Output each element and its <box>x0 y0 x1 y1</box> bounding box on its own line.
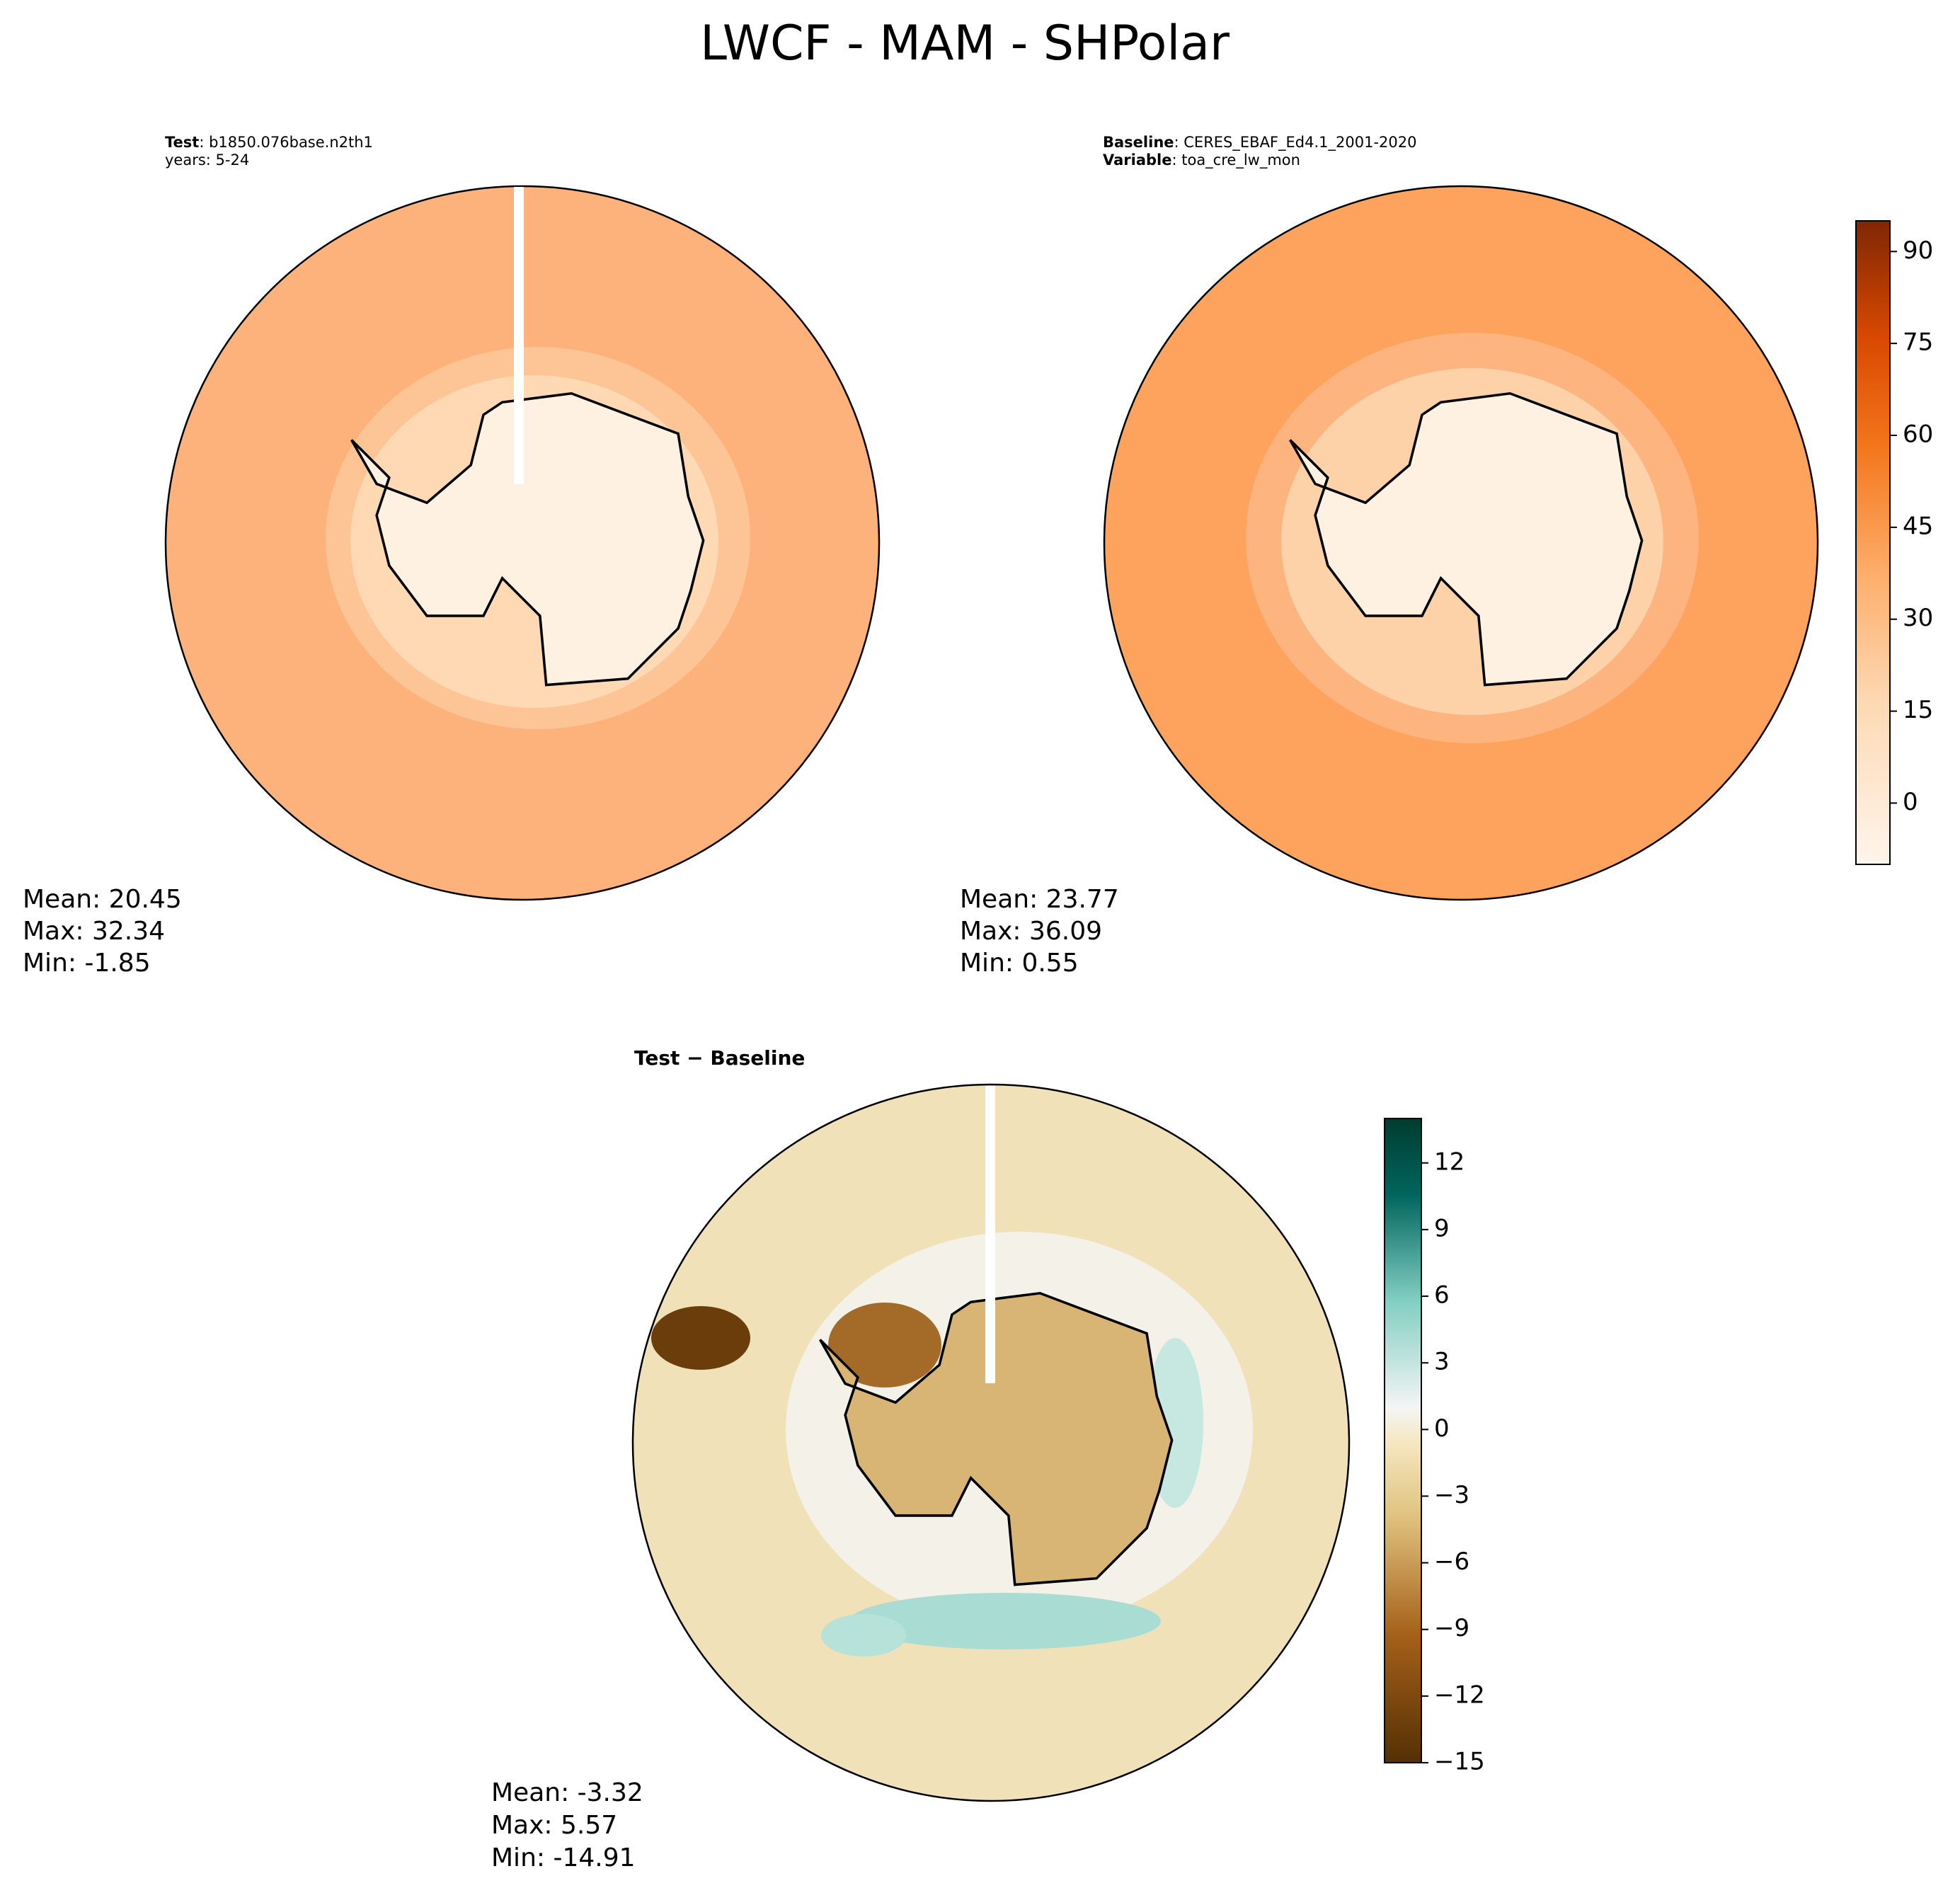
figure-title: LWCF - MAM - SHPolar <box>700 16 1230 71</box>
colorbar-tick-label: 45 <box>1903 512 1933 540</box>
panel-header: Test − Baseline <box>634 1046 805 1070</box>
header-value: : toa_cre_lw_mon <box>1171 151 1300 169</box>
colorbar-tick-label: 0 <box>1434 1414 1450 1443</box>
colorbar-tick-label: −15 <box>1434 1748 1485 1776</box>
panel: Baseline: CERES_EBAF_Ed4.1_2001-2020 Var… <box>960 134 1819 978</box>
colorbar-tick-label: 0 <box>1903 788 1918 816</box>
colorbar-tick-label: 90 <box>1903 236 1933 265</box>
colorbar <box>1855 220 1891 865</box>
colorbar-tick-label: 15 <box>1903 696 1933 724</box>
colorbar-tick-label: 60 <box>1903 420 1933 449</box>
stat: Mean: 23.77 <box>960 885 1119 914</box>
header-key: Variable <box>1103 151 1171 168</box>
colorbar-tick-label: 75 <box>1903 328 1933 357</box>
map-patch <box>651 1306 750 1370</box>
colorbar-tick-label: 30 <box>1903 604 1933 632</box>
colorbar-tick-label: 9 <box>1434 1214 1450 1242</box>
stat: Mean: -3.32 <box>491 1778 643 1807</box>
colorbar-tick-label: −9 <box>1434 1614 1469 1642</box>
map-seam <box>985 1086 995 1383</box>
header-key: Baseline <box>1103 134 1174 151</box>
header-value: : CERES_EBAF_Ed4.1_2001-2020 <box>1174 134 1417 151</box>
stat: Mean: 20.45 <box>23 885 182 914</box>
colorbar-axis: −15 −12 −9 −6 −3 0 3 6 9 12 <box>1421 1148 1485 1776</box>
panel-header: Variable: toa_cre_lw_mon <box>1103 151 1300 169</box>
map-patch <box>821 1614 906 1657</box>
panel-header: years: 5-24 <box>165 151 249 168</box>
stat: Max: 5.57 <box>491 1811 617 1840</box>
stat: Min: -14.91 <box>491 1843 636 1872</box>
stat: Min: -1.85 <box>23 949 151 978</box>
panel: Test: b1850.076base.n2th1 years: 5-24 Me… <box>23 134 881 978</box>
stat: Max: 32.34 <box>23 917 165 946</box>
stat: Min: 0.55 <box>960 949 1079 978</box>
colorbar-tick-label: 6 <box>1434 1281 1450 1310</box>
colorbar-tick-label: 3 <box>1434 1348 1450 1376</box>
panel: Test − Baseline Mean: -3.32 Max: 5.57 Mi… <box>491 1046 1351 1872</box>
colorbar <box>1384 1118 1422 1763</box>
panel-header: Test: b1850.076base.n2th1 <box>165 134 373 151</box>
colorbar-tick-label: −12 <box>1434 1681 1485 1709</box>
map-patch <box>849 1593 1161 1649</box>
colorbar-tick-label: −3 <box>1434 1481 1469 1509</box>
colorbar-tick-label: 12 <box>1434 1148 1465 1176</box>
colorbar-axis: 0 15 30 45 60 75 90 <box>1890 236 1933 816</box>
map-seam <box>514 187 524 484</box>
map-patch <box>828 1303 941 1388</box>
header-value: : b1850.076base.n2th1 <box>199 134 373 151</box>
panel-header: Baseline: CERES_EBAF_Ed4.1_2001-2020 <box>1103 134 1416 151</box>
header-key: Test <box>165 134 199 151</box>
colorbar-tick-label: −6 <box>1434 1547 1469 1576</box>
stat: Max: 36.09 <box>960 917 1102 946</box>
